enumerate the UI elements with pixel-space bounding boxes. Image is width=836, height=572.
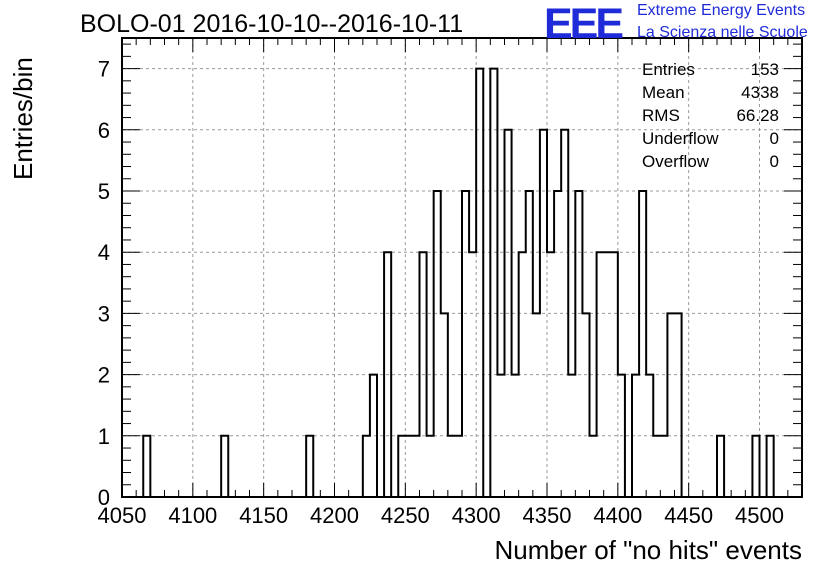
eee-logo-line1: Extreme Energy Events — [637, 2, 806, 19]
y-tick-label: 3 — [98, 301, 110, 326]
eee-logo-mark: EEE — [544, 0, 624, 48]
stat-label-rms: RMS — [642, 106, 680, 125]
x-tick-label: 4150 — [239, 503, 288, 528]
histogram-line — [122, 67, 781, 498]
stat-value-mean: 4338 — [741, 83, 779, 102]
x-tick-label: 4300 — [452, 503, 501, 528]
x-tick-label: 4250 — [381, 503, 430, 528]
x-tick-label: 4500 — [735, 503, 784, 528]
stat-label-overflow: Overflow — [642, 152, 710, 171]
chart-title: BOLO-01 2016-10-10--2016-10-11 — [80, 10, 464, 38]
y-tick-label: 1 — [98, 424, 110, 449]
stat-value-overflow: 0 — [769, 152, 779, 171]
y-tick-label: 5 — [98, 179, 110, 204]
x-tick-label: 4200 — [310, 503, 359, 528]
stat-value-underflow: 0 — [769, 129, 779, 148]
x-tick-label: 4050 — [98, 503, 147, 528]
stat-value-rms: 66.28 — [736, 106, 779, 125]
x-tick-label: 4350 — [523, 503, 572, 528]
y-tick-label: 6 — [98, 118, 110, 143]
x-axis-label: Number of "no hits" events — [494, 535, 803, 565]
eee-logo-line2: La Scienza nelle Scuole — [637, 24, 808, 41]
y-tick-label: 4 — [98, 240, 110, 265]
stat-label-entries: Entries — [642, 60, 695, 79]
stat-label-mean: Mean — [642, 83, 685, 102]
stat-label-underflow: Underflow — [642, 129, 719, 148]
x-tick-label: 4450 — [664, 503, 713, 528]
x-tick-label: 4100 — [168, 503, 217, 528]
y-tick-label: 0 — [98, 485, 110, 510]
y-tick-label: 7 — [98, 57, 110, 82]
y-axis-label: Entries/bin — [8, 57, 38, 180]
stat-value-entries: 153 — [750, 60, 779, 79]
y-tick-label: 2 — [98, 363, 110, 388]
x-tick-label: 4400 — [593, 503, 642, 528]
